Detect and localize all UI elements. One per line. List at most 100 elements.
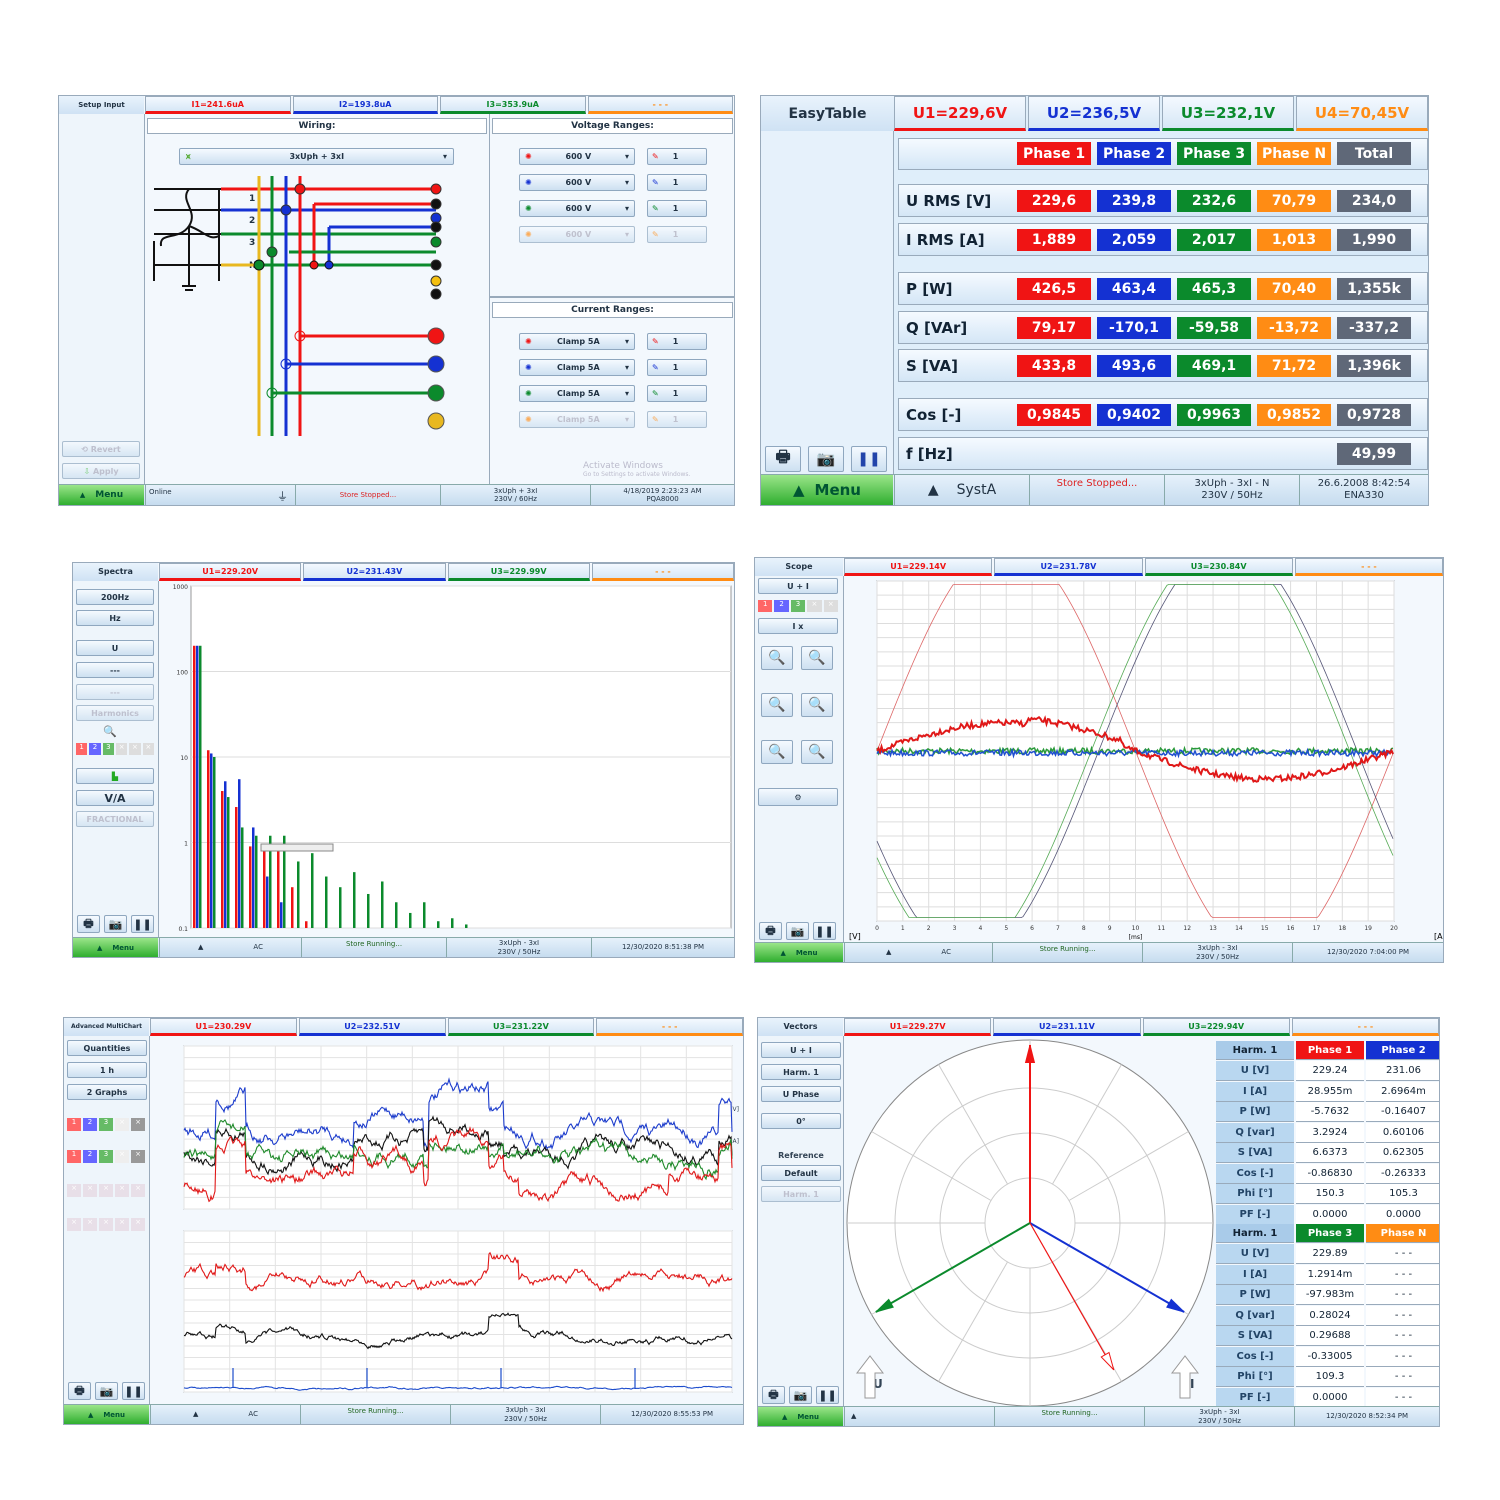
zoom-out-icon[interactable]: 🔍 [801,693,833,717]
phase-toggle[interactable]: × [142,743,154,755]
phase-toggle-group[interactable]: 1 2 3 × × × [76,743,154,755]
tab-phase-2[interactable]: U2=236,5V [1028,96,1160,131]
control-select[interactable]: --- [76,684,154,700]
phase-toggle[interactable]: × [131,1218,145,1231]
wiring-select[interactable]: ⩙ 3xUph + 3xI ▾ [179,148,454,165]
reference-phase-select[interactable]: U Phase [761,1086,841,1102]
camera-button[interactable]: 📷 [786,922,809,940]
revert-button[interactable]: ⟲ Revert [62,441,140,457]
pause-button[interactable]: ❚❚ [851,446,887,472]
quantities-button[interactable]: Quantities [67,1040,147,1056]
up-icon[interactable]: ▲ [886,948,892,957]
phase-toggle[interactable]: × [115,743,128,755]
up-icon[interactable]: ▲ [851,1412,857,1421]
factor-field[interactable]: ✎ 1 [647,385,707,402]
tab-phase-4[interactable]: - - - [1291,1018,1439,1036]
phase-toggle[interactable]: × [807,600,822,612]
print-button[interactable]: 🖶 [765,446,801,472]
reference-select[interactable]: Default [761,1165,841,1181]
zoom-out-icon[interactable]: 🔍 [801,646,833,670]
current-select[interactable]: I x [758,618,838,634]
menu-button[interactable]: ▲ Menu [64,1405,149,1424]
phase-toggle[interactable]: 3 [102,743,114,755]
tab-phase-4[interactable]: U4=70,45V [1296,96,1428,131]
control-select[interactable]: 200Hz [76,589,154,605]
reference-harmonic-select[interactable]: Harm. 1 [761,1186,841,1202]
menu-button[interactable]: ▲ Menu [73,938,158,957]
va-button[interactable]: V/A [76,790,154,806]
spectrum-view-button[interactable]: ▙ [76,768,154,784]
zoom-out-icon[interactable]: 🔍 [801,740,833,764]
menu-button[interactable]: ▲ Menu [59,485,144,505]
tab-phase-3[interactable]: U3=231.22V [447,1018,595,1036]
phase-toggle[interactable]: 1 [76,743,88,755]
tab-phase-1[interactable]: U1=229.27V [844,1018,992,1036]
phase-toggle[interactable]: 2 [774,600,789,612]
phase-toggle[interactable]: × [131,1184,145,1197]
tab-phase-1[interactable]: U1=229.20V [159,563,302,581]
phase-toggle[interactable]: 3 [790,600,806,612]
phase-toggle[interactable]: × [67,1184,81,1197]
tab-phase-2[interactable]: U2=231.11V [993,1018,1141,1036]
camera-button[interactable]: 📷 [789,1386,812,1404]
phase-toggle[interactable]: × [83,1218,97,1231]
phase-toggle[interactable]: × [129,743,141,755]
tab-phase-3[interactable]: U3=232,1V [1162,96,1294,131]
harmonic-select[interactable]: Harm. 1 [761,1064,841,1080]
print-button[interactable]: 🖶 [77,915,100,933]
control-select[interactable]: --- [76,662,154,678]
phase-toggle[interactable]: 1 [67,1150,81,1163]
phase-toggle[interactable]: × [83,1184,97,1197]
tab-phase-4[interactable]: - - - [1294,558,1443,576]
phase-toggle[interactable]: 1 [67,1118,81,1131]
settings-button[interactable]: ⚙ [758,788,838,806]
tab-phase-3[interactable]: U3=230.84V [1144,558,1293,576]
pause-button[interactable]: ❚❚ [122,1382,145,1400]
phase-toggle[interactable]: × [131,1150,145,1163]
tab-phase-1[interactable]: U1=229,6V [894,96,1026,131]
apply-button[interactable]: ⇩ Apply [62,463,140,479]
range-select[interactable]: ✺ Clamp 5A ▾ [519,411,635,428]
phase-toggle[interactable]: 2 [89,743,101,755]
quantity-select[interactable]: U + I [758,578,838,594]
system-up-icon[interactable]: ▲ [927,481,939,498]
phase-toggle[interactable]: × [67,1218,81,1231]
tab-phase-4[interactable]: - - - [591,563,734,581]
phase-toggle[interactable]: × [99,1218,113,1231]
menu-button[interactable]: ▲ Menu [758,1407,843,1426]
up-icon[interactable]: ▲ [193,1410,199,1419]
phase-toggle[interactable]: 3 [99,1118,113,1131]
tab-phase-3[interactable]: U3=229.99V [447,563,590,581]
print-button[interactable]: 🖶 [68,1382,91,1400]
camera-button[interactable]: 📷 [95,1382,118,1400]
tab-phase-2[interactable]: U2=232.51V [298,1018,446,1036]
phase-toggle[interactable]: 2 [83,1150,97,1163]
phase-toggle[interactable]: × [115,1118,129,1131]
rotation-button[interactable]: 0° [761,1113,841,1129]
phase-toggle[interactable]: × [823,600,839,612]
graphs-select[interactable]: 2 Graphs [67,1084,147,1100]
menu-button[interactable]: ▲ Menu [755,943,843,962]
tab-phase-3[interactable]: U3=229.94V [1142,1018,1290,1036]
tab-phase-1[interactable]: U1=229.14V [844,558,993,576]
tab-phase-2[interactable]: U2=231.78V [994,558,1143,576]
interval-select[interactable]: 1 h [67,1062,147,1078]
up-icon[interactable]: ▲ [198,943,204,952]
phase-toggle[interactable]: × [115,1184,129,1197]
tab-phase-1[interactable]: I1=241.6uA [145,96,291,114]
range-select[interactable]: ✺ Clamp 5A ▾ [519,385,635,402]
phase-toggle[interactable]: × [115,1218,129,1231]
factor-field[interactable]: ✎ 1 [647,226,707,243]
tab-phase-3[interactable]: I3=353.9uA [440,96,586,114]
phase-toggle[interactable]: × [131,1118,145,1131]
phase-toggle[interactable]: 3 [99,1150,113,1163]
phase-toggle[interactable]: × [115,1150,129,1163]
tab-phase-2[interactable]: I2=193.8uA [292,96,438,114]
tab-phase-1[interactable]: U1=230.29V [150,1018,297,1036]
quantity-select[interactable]: U + I [761,1042,841,1058]
print-button[interactable]: 🖶 [762,1386,785,1404]
factor-field[interactable]: ✎ 1 [647,174,707,191]
camera-button[interactable]: 📷 [104,915,127,933]
tab-phase-4[interactable]: - - - [587,96,733,114]
phase-toggle-group[interactable]: × × × × × [67,1218,145,1231]
